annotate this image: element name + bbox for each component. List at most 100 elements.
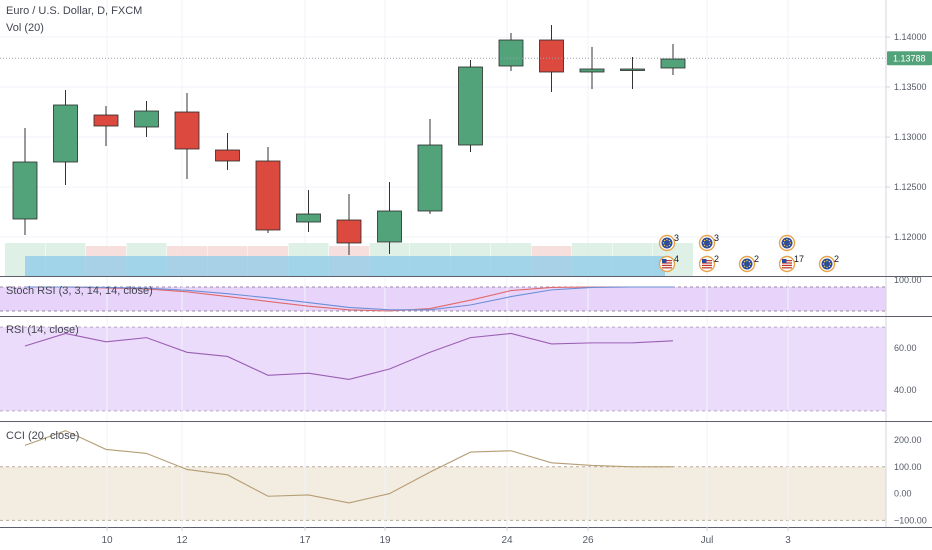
star [708,239,711,242]
indicator-lines [24,286,674,504]
date-tick-label: 3 [785,535,791,546]
star [822,263,825,265]
candle-body [93,114,119,127]
stoch-band [0,287,886,311]
candle-body [539,39,564,73]
price-tick-label: 1.14000 [894,32,927,42]
eu-flag-icon[interactable]: 2 [738,254,760,273]
stripe [782,267,792,269]
stripe [702,260,712,262]
candle [660,44,686,75]
economic-events[interactable]: 3 4 3 2 2 17 2 [658,233,840,273]
star [826,266,828,269]
star [663,244,666,247]
event-count: 3 [714,233,719,243]
eu-flag-icon[interactable]: 3 [658,233,680,252]
stoch-rsi-title: Stoch RSI (3, 3, 14, 14, close) [6,285,153,297]
candle-body [579,68,605,73]
time-axis[interactable]: 10 12 17 19 24 26 Jul 3 [101,527,791,546]
stripe [702,264,712,266]
candle [539,25,564,92]
star [743,260,746,263]
candle [134,101,159,137]
price-tick-label: 1.12000 [894,232,927,242]
star [746,259,748,262]
candle-body [12,161,38,220]
candle [498,33,524,71]
volume-label: Vol (20) [6,22,44,34]
candle [296,190,321,232]
star [748,260,751,263]
volume-tick-label: 100.00 [894,275,922,285]
volume-ma-band [25,256,665,276]
current-price-label: 1.13788 [893,54,926,64]
date-tick-label: 24 [501,535,513,546]
rsi-band [0,327,886,411]
event-count: 4 [674,254,679,264]
date-tick-label: 17 [299,535,311,546]
price-tick-label: 1.13500 [894,82,927,92]
price-axis[interactable]: 1.14000 1.13500 1.13000 1.12500 1.12000 1.137… [0,0,932,528]
star [703,244,706,247]
candle [53,90,78,185]
stripe [662,260,672,262]
candle [336,194,362,255]
stripe [702,262,712,264]
star [783,239,786,242]
star [668,239,671,242]
candle-body [255,160,281,231]
star [743,265,746,268]
candle-body [336,219,362,244]
date-tick-label: 19 [379,535,391,546]
cci-line [24,430,673,504]
eu-flag-icon[interactable]: 2 [818,254,840,273]
candle [458,60,483,152]
cci-tick-label: 0.00 [894,489,912,499]
star [788,239,791,242]
cci-tick-label: −100.00 [894,515,927,525]
candle-body [174,111,200,150]
canton [662,259,667,263]
star [748,265,751,268]
current-price-badge [887,51,932,66]
event-count: 2 [714,254,719,264]
event-count: 2 [834,254,839,264]
candle-body [296,213,321,223]
date-tick-label: 26 [582,535,594,546]
stripe [662,267,672,269]
cci-tick-label: 200.00 [894,435,922,445]
us-flag-icon[interactable]: 2 [698,254,720,273]
star [789,242,792,244]
star [823,260,826,263]
candle [579,47,605,89]
candle-body [417,144,443,212]
rsi-title: RSI (14, close) [6,324,79,336]
us-flag-icon[interactable]: 17 [778,254,805,273]
eu-flag-icon[interactable] [778,234,796,252]
candle [377,182,402,254]
candle-body [377,210,402,243]
stripe [782,264,792,266]
star [826,259,828,262]
rsi-tick-label: 60.00 [894,343,917,353]
cci-tick-label: 100.00 [894,462,922,472]
star [703,239,706,242]
star [663,239,666,242]
price-tick-label: 1.13000 [894,132,927,142]
candle-body [53,104,78,163]
price-tick-label: 1.12500 [894,182,927,192]
stripe [662,262,672,264]
date-tick-label: Jul [701,535,714,546]
event-count: 2 [754,254,759,264]
star [788,244,791,247]
star [828,260,831,263]
eu-flag-icon[interactable]: 3 [698,233,720,252]
rsi-tick-label: 40.00 [894,385,917,395]
event-count: 17 [794,254,804,264]
candle-body [498,39,524,67]
us-flag-icon[interactable]: 4 [658,254,680,273]
star [668,244,671,247]
stripe [662,264,672,266]
star [828,265,831,268]
